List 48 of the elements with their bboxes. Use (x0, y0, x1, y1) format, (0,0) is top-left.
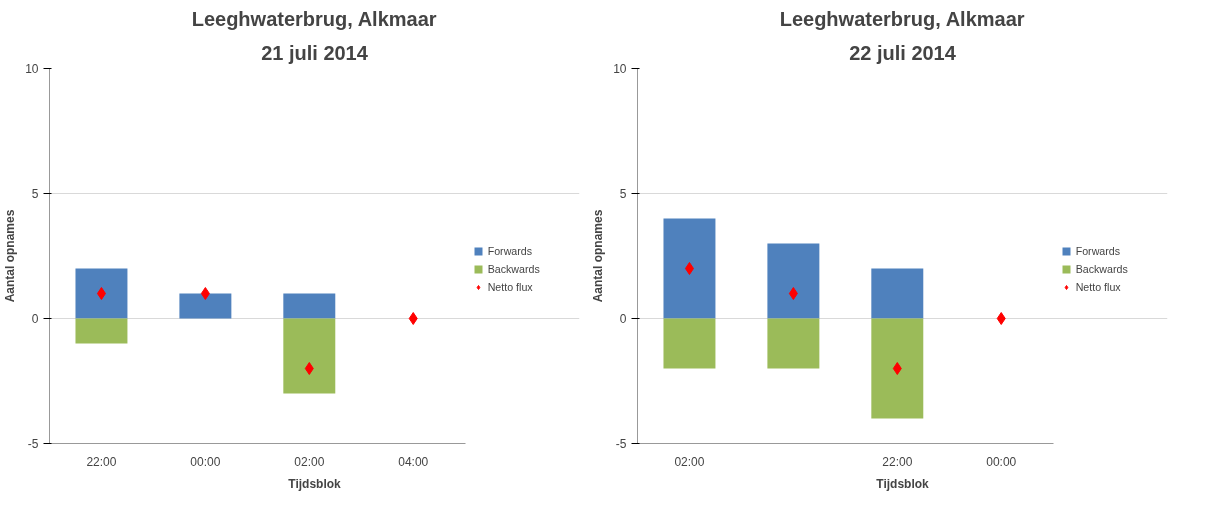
x-tick-label: 02:00 (294, 454, 325, 469)
x-tick-label: 02:00 (674, 454, 705, 469)
y-axis-title: Aantal opnames (591, 209, 606, 303)
bar (871, 318, 924, 419)
y-tick-label: 5 (619, 187, 627, 201)
y-axis-title: Aantal opnames (3, 209, 18, 303)
y-tick-label: 0 (31, 312, 39, 326)
x-tick-label: 22:00 (882, 454, 913, 469)
chart-title: Leeghwaterbrug, Alkmaar (191, 7, 437, 30)
point (408, 312, 418, 325)
x-tick-label: 22:00 (86, 454, 117, 469)
y-tick-label: -5 (615, 437, 627, 451)
chart-subtitle: 21 juli 2014 (261, 41, 369, 64)
y-tick-label: 5 (31, 187, 39, 201)
legend-label: Backwards (487, 263, 540, 275)
bar (283, 318, 336, 394)
x-tick-label: 00:00 (986, 454, 1017, 469)
bar (871, 268, 924, 319)
bar (75, 318, 128, 344)
point (684, 262, 694, 275)
legend-label: Forwards (1075, 245, 1121, 257)
legend-label: Backwards (1075, 263, 1128, 275)
point (892, 362, 902, 375)
legend-label: Netto flux (1075, 281, 1121, 293)
x-axis-title: Tijdsblok (876, 476, 930, 491)
bar (663, 218, 716, 319)
x-tick-label: 04:00 (398, 454, 429, 469)
bar (283, 293, 336, 319)
bar (663, 318, 716, 369)
x-tick-label: 00:00 (190, 454, 221, 469)
legend-label: Netto flux (487, 281, 533, 293)
point (304, 362, 314, 375)
bar (767, 318, 820, 369)
point (96, 287, 106, 300)
bar (767, 243, 820, 319)
point (200, 287, 210, 300)
bar (75, 268, 128, 319)
legend-label: Forwards (487, 245, 533, 257)
chart-title: Leeghwaterbrug, Alkmaar (779, 7, 1025, 30)
bar (179, 293, 232, 319)
x-axis-title: Tijdsblok (288, 476, 342, 491)
y-tick-label: 10 (613, 62, 627, 76)
y-tick-label: 0 (619, 312, 627, 326)
chart-subtitle: 22 juli 2014 (849, 41, 957, 64)
y-tick-label: -5 (27, 437, 39, 451)
y-tick-label: 10 (25, 62, 39, 76)
point (788, 287, 798, 300)
point (996, 312, 1006, 325)
